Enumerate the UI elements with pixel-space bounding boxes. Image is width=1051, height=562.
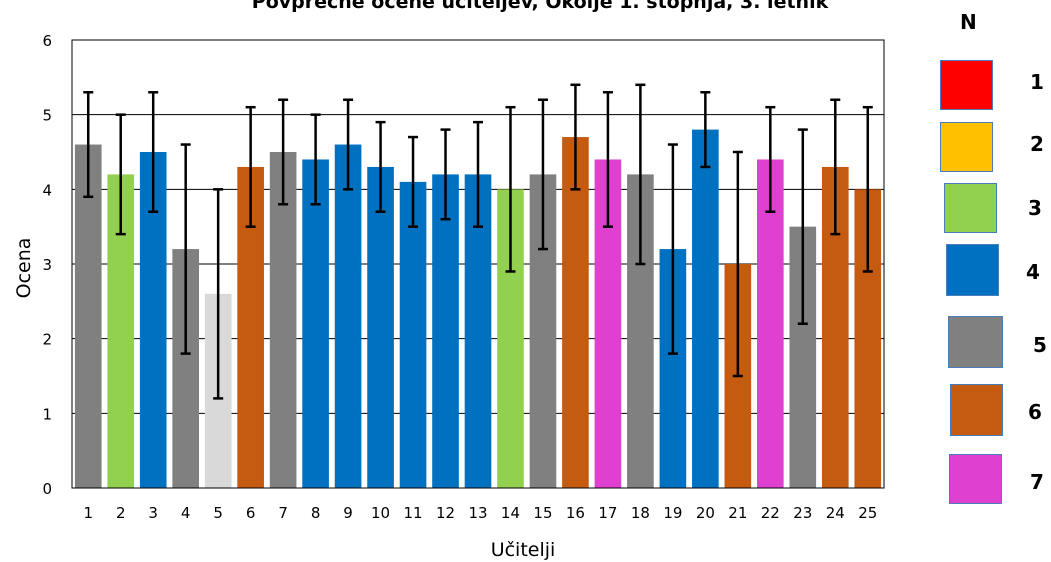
x-tick-label: 13 bbox=[468, 504, 487, 522]
bar bbox=[302, 159, 329, 488]
x-tick-label: 7 bbox=[278, 504, 288, 522]
legend-label: 7 bbox=[1030, 470, 1044, 494]
bar bbox=[269, 152, 297, 488]
x-tick-label: 19 bbox=[663, 504, 682, 522]
chart-title: Povprečne ocene učiteljev, Okolje 1. sto… bbox=[252, 0, 829, 13]
x-tick-label: 3 bbox=[148, 504, 158, 522]
x-tick-label: 20 bbox=[696, 504, 715, 522]
x-tick-label: 16 bbox=[566, 504, 585, 522]
bar bbox=[757, 159, 784, 488]
bar bbox=[432, 174, 459, 488]
legend-swatch bbox=[950, 384, 1003, 436]
legend-label: 3 bbox=[1028, 196, 1042, 220]
x-tick-label: 14 bbox=[501, 504, 520, 522]
x-tick-label: 25 bbox=[858, 504, 877, 522]
y-tick-label: 1 bbox=[42, 405, 52, 423]
x-tick-label: 24 bbox=[826, 504, 845, 522]
bar bbox=[367, 166, 394, 488]
legend-label: 6 bbox=[1028, 400, 1042, 424]
x-tick-label: 6 bbox=[246, 504, 256, 522]
x-tick-label: 11 bbox=[403, 504, 422, 522]
legend-swatch bbox=[944, 183, 997, 233]
legend-swatch bbox=[940, 60, 993, 110]
x-tick-label: 1 bbox=[83, 504, 93, 522]
x-axis-label: Učitelji bbox=[491, 539, 556, 561]
y-tick-label: 5 bbox=[42, 107, 52, 125]
legend-label: 1 bbox=[1030, 70, 1044, 94]
legend-swatch bbox=[948, 316, 1003, 368]
x-tick-label: 12 bbox=[436, 504, 455, 522]
x-tick-label: 10 bbox=[371, 504, 390, 522]
x-tick-label: 15 bbox=[533, 504, 552, 522]
bar bbox=[74, 144, 102, 489]
y-tick-label: 6 bbox=[42, 32, 52, 50]
y-tick-label: 0 bbox=[42, 480, 52, 498]
x-tick-label: 17 bbox=[598, 504, 617, 522]
y-tick-label: 3 bbox=[42, 256, 52, 274]
legend-swatch bbox=[940, 122, 993, 172]
y-axis-label: Ocena bbox=[13, 238, 35, 299]
x-tick-label: 22 bbox=[761, 504, 780, 522]
x-tick-label: 23 bbox=[793, 504, 812, 522]
x-tick-label: 8 bbox=[311, 504, 321, 522]
y-tick-label: 2 bbox=[42, 331, 52, 349]
bar bbox=[562, 137, 589, 489]
legend-swatch bbox=[949, 454, 1002, 504]
legend-label: 4 bbox=[1026, 260, 1040, 284]
plot-area-border bbox=[71, 39, 885, 489]
bar bbox=[399, 181, 427, 488]
legend-swatch bbox=[946, 244, 999, 296]
x-tick-label: 5 bbox=[213, 504, 223, 522]
x-tick-label: 21 bbox=[728, 504, 747, 522]
x-tick-label: 9 bbox=[343, 504, 353, 522]
legend-label: 2 bbox=[1030, 132, 1044, 156]
bar bbox=[692, 129, 719, 488]
legend-label: 5 bbox=[1033, 333, 1047, 357]
bar bbox=[334, 144, 362, 489]
y-tick-label: 4 bbox=[42, 181, 52, 199]
x-tick-label: 4 bbox=[181, 504, 191, 522]
legend-title: N bbox=[960, 10, 977, 34]
x-tick-label: 2 bbox=[116, 504, 126, 522]
x-tick-label: 18 bbox=[631, 504, 650, 522]
